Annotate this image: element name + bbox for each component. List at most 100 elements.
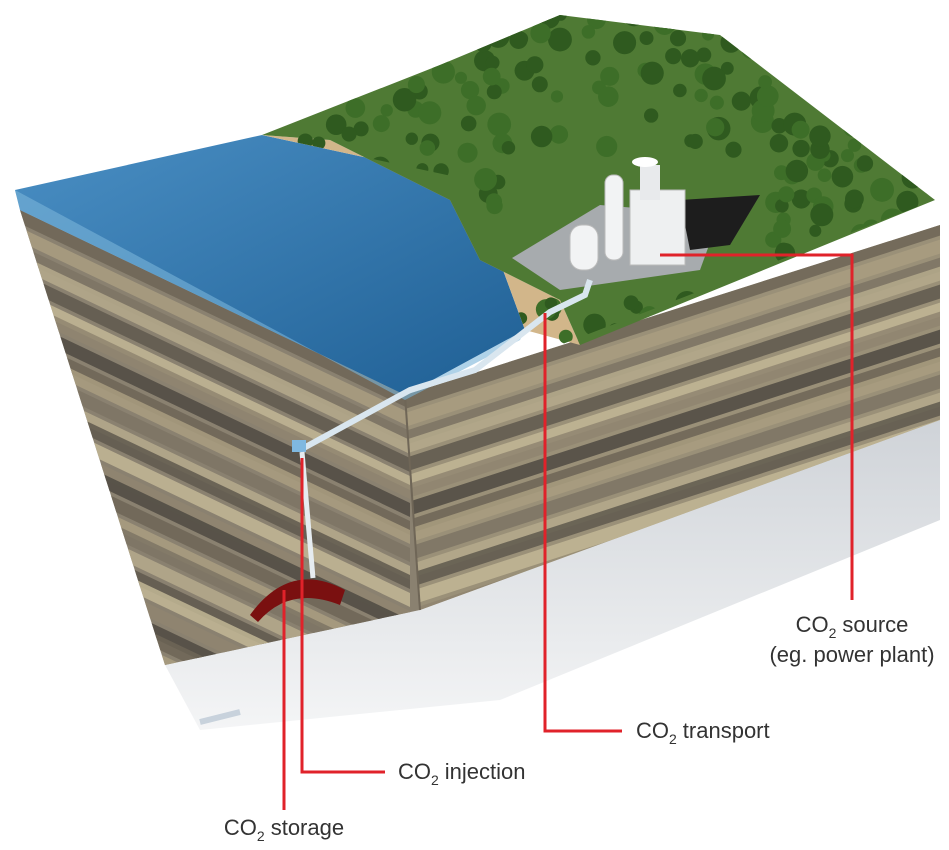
tree [482,67,501,86]
tree [779,51,803,75]
tree [457,142,478,163]
tree [312,136,326,150]
tree [722,15,745,29]
tree [771,118,787,134]
tree [856,155,874,172]
tree [706,118,725,137]
injection-well [299,451,316,579]
tree [920,155,935,180]
stratum [405,283,940,472]
tree [341,126,357,142]
tree [817,168,832,182]
tree [658,15,679,29]
tree [873,15,890,25]
tree [665,48,682,65]
chem: CO [224,815,257,840]
tree [888,39,911,63]
tree [395,46,420,70]
tree [359,56,382,80]
stratum [20,308,410,517]
tree [312,17,330,35]
tree [785,159,809,183]
leader-transport [543,313,622,733]
tree [703,15,722,20]
leader-lines [282,253,854,810]
tree [888,35,907,54]
tree [531,76,548,93]
tree [474,35,492,53]
tree [742,18,760,36]
tree [878,58,898,78]
tree [262,44,278,61]
tree [806,78,830,102]
tree [923,15,935,24]
tree [908,82,929,103]
stratum [405,238,940,427]
tree [791,189,811,209]
tree [696,47,712,63]
tree [893,31,910,48]
tree [918,172,935,190]
stratum [405,355,940,544]
tree [431,60,455,84]
water [15,135,525,395]
tree [901,63,919,81]
tree [392,87,417,112]
tree [840,149,854,163]
tree [709,95,724,110]
tree [407,76,425,94]
tree [809,224,822,237]
tree [486,84,502,100]
power-plant [512,157,760,290]
tree [874,26,897,49]
tree [554,15,567,21]
tree [720,61,734,75]
tree [921,156,934,169]
stratum [405,310,940,499]
tree [923,163,935,181]
storage-reservoir [250,579,345,622]
tree [852,45,866,60]
tree [758,75,773,89]
tree [509,30,528,49]
tree [731,91,751,111]
stratum [405,373,940,562]
tree [669,30,687,47]
stratum [20,245,410,454]
label-injection: CO2 injection [398,759,526,788]
tree [918,152,935,177]
tree [366,51,381,67]
tree [454,71,468,84]
tree [405,132,418,145]
stratum [405,418,940,607]
tree [262,31,274,52]
leader-source [660,253,854,600]
tree [329,81,348,100]
tree [365,66,384,86]
tree [839,36,858,55]
tree [360,41,375,57]
tree [901,166,924,189]
tree [792,139,810,158]
tree [262,106,270,123]
tree [598,86,619,107]
tree [262,15,273,24]
tree [381,23,403,46]
label-text: source [842,612,908,637]
tree [640,61,664,85]
ground-shadow [165,420,940,730]
tree [725,141,742,158]
tree [474,168,497,191]
tree [914,161,928,175]
pipe-end [199,709,241,725]
stratum [20,210,410,409]
tree [820,62,835,77]
tree [881,60,903,82]
tree [809,125,831,147]
tree [810,203,834,227]
stratum [20,398,410,607]
tree [286,93,305,112]
tree [289,60,313,83]
tree [643,108,659,123]
tree [530,22,551,44]
